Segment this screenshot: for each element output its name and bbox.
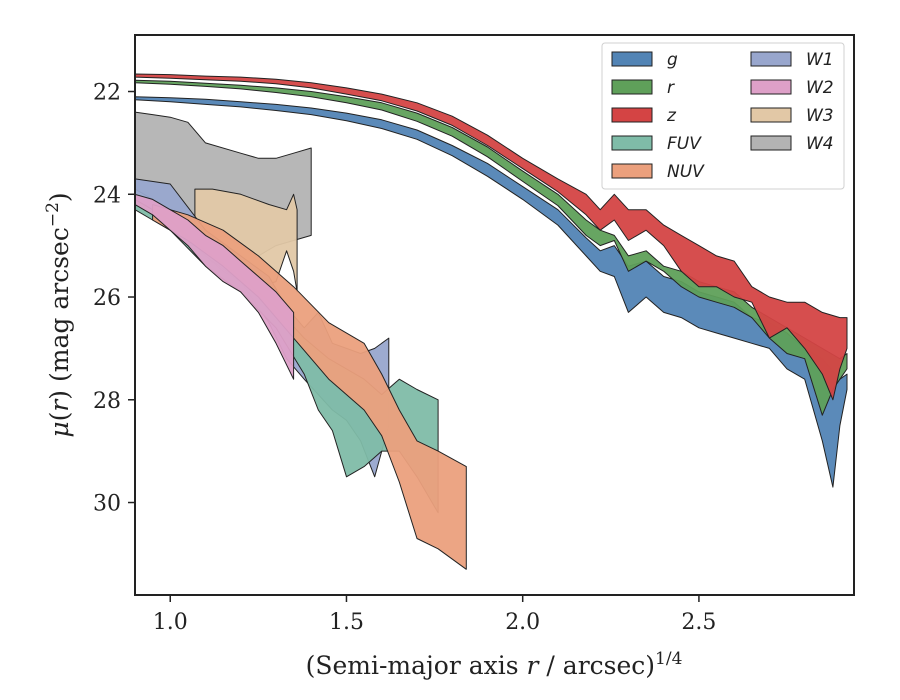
x-tick-label: 1.0 <box>153 610 188 635</box>
legend-swatch-g <box>611 51 653 67</box>
legend-label-z: z <box>666 106 677 126</box>
legend-swatch-FUV <box>611 135 653 151</box>
x-tick-label: 2.0 <box>505 610 540 635</box>
legend-label-W1: W1 <box>806 50 834 70</box>
legend-swatch-W3 <box>750 107 792 123</box>
legend-label-W2: W2 <box>806 78 834 98</box>
y-tick-label: 22 <box>93 81 121 106</box>
axis-ticks: 1.0 1.5 2.0 2.5 22 24 26 28 30 <box>93 81 716 635</box>
legend-swatch-W2 <box>750 79 792 95</box>
x-axis-label: (Semi-major axis r / arcsec)1/4 <box>306 649 683 680</box>
band-z <box>135 73 848 401</box>
x-tick-label: 2.5 <box>681 610 716 635</box>
legend-label-r: r <box>667 78 675 98</box>
legend-label-NUV: NUV <box>667 162 705 182</box>
y-tick-label: 28 <box>93 389 121 414</box>
legend-swatch-NUV <box>611 163 653 179</box>
y-tick-label: 30 <box>93 492 121 517</box>
legend-label-FUV: FUV <box>667 134 702 154</box>
y-tick-label: 24 <box>93 183 121 208</box>
legend-swatch-z <box>611 107 653 123</box>
band-g <box>135 96 848 488</box>
legend-label-g: g <box>667 50 678 70</box>
legend-label-W3: W3 <box>806 106 834 126</box>
series-bands <box>135 73 848 570</box>
legend-label-W4: W4 <box>806 134 834 154</box>
x-tick-label: 1.5 <box>329 610 364 635</box>
legend-swatch-W4 <box>750 135 792 151</box>
legend: grz FUV NUV W1 W2 W3 W4 <box>601 42 845 190</box>
band-W2 <box>135 193 295 380</box>
y-axis-label: μ(r) (mag arcsec−2) <box>43 192 74 437</box>
legend-swatch-r <box>611 79 653 95</box>
legend-swatch-W1 <box>750 51 792 67</box>
band-r <box>135 79 848 416</box>
plot-frame <box>134 34 855 596</box>
y-tick-label: 26 <box>93 286 121 311</box>
